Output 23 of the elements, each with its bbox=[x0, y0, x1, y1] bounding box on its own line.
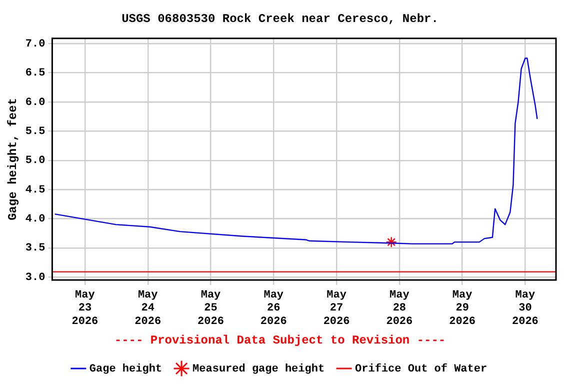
y-tick-label: 4.5 bbox=[25, 184, 46, 196]
x-tick-label: May 28 2026 bbox=[386, 289, 413, 328]
text: ---- Provisional Data Subject to Revision ---- bbox=[114, 334, 446, 348]
legend-label: Gage height bbox=[89, 363, 162, 376]
legend-label: Orifice Out of Water bbox=[355, 362, 488, 376]
y-tick-label: 5.5 bbox=[25, 126, 46, 138]
x-tick-label: May 25 2026 bbox=[198, 289, 224, 328]
y-tick-label: 3.0 bbox=[25, 272, 46, 284]
chart-title: USGS 06803530 Rock Creek near Ceresco, Nebr. bbox=[122, 12, 438, 26]
y-tick-label: 3.5 bbox=[25, 242, 46, 255]
y-tick-label: 5.0 bbox=[25, 155, 46, 168]
x-tick-label: May 23 2026 bbox=[72, 289, 98, 328]
y-axis-title: Gage height, feet bbox=[6, 98, 20, 220]
x-tick-label: May 24 2026 bbox=[134, 289, 162, 328]
y-tick-label: 6.5 bbox=[25, 68, 46, 80]
y-tick-label: 7.0 bbox=[25, 38, 46, 50]
x-tick-label: May 29 2026 bbox=[449, 289, 476, 328]
x-tick-label: May 30 2026 bbox=[512, 289, 538, 328]
y-tick-label: 4.0 bbox=[25, 213, 46, 226]
x-tick-label: May 27 2026 bbox=[323, 289, 350, 328]
x-tick-label: May 26 2026 bbox=[260, 289, 287, 328]
legend-label: Measured gage height bbox=[192, 363, 325, 376]
y-tick-label: 6.0 bbox=[25, 96, 46, 109]
